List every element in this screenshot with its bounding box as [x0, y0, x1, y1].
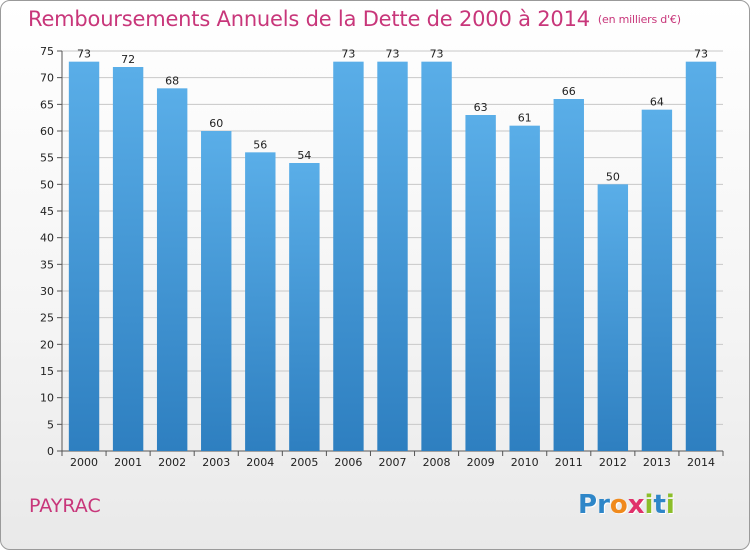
data-label: 61	[518, 112, 532, 125]
bar-2007	[377, 61, 408, 452]
data-label: 60	[209, 117, 223, 130]
x-tick-label: 2005	[290, 456, 318, 469]
y-tick-label: 65	[40, 98, 54, 111]
bar-2004	[245, 152, 276, 452]
x-tick-label: 2002	[158, 456, 186, 469]
x-tick-label: 2000	[70, 456, 98, 469]
logo-letter: t	[653, 490, 666, 520]
chart-title-text: Remboursements Annuels de la Dette de 20…	[28, 7, 590, 31]
data-label: 73	[430, 48, 444, 61]
data-label: 50	[606, 170, 620, 183]
y-tick-label: 0	[47, 445, 54, 458]
y-tick-label: 75	[40, 45, 54, 58]
bar-2011	[553, 99, 584, 451]
y-tick-label: 25	[40, 312, 54, 325]
data-label: 64	[650, 96, 664, 109]
x-tick-label: 2014	[687, 456, 715, 469]
x-tick-label: 2006	[334, 456, 362, 469]
logo-letter: i	[644, 490, 654, 520]
data-label: 73	[694, 48, 708, 61]
logo-letter: P	[578, 490, 598, 520]
x-tick-label: 2012	[599, 456, 627, 469]
bar-2003	[201, 131, 232, 451]
data-label: 63	[474, 101, 488, 114]
x-tick-label: 2004	[246, 456, 274, 469]
bar-2014	[685, 61, 717, 452]
bar-2012	[597, 184, 629, 452]
bar-2001	[112, 67, 144, 451]
data-label: 68	[165, 74, 179, 87]
y-tick-label: 15	[40, 365, 54, 378]
logo-letter: i	[665, 490, 675, 520]
bar-2005	[289, 163, 320, 451]
y-tick-label: 55	[40, 152, 54, 165]
commune-name: PAYRAC	[29, 495, 101, 517]
data-label: 54	[297, 149, 311, 162]
data-label: 66	[562, 85, 576, 98]
bar-2013	[641, 109, 673, 452]
data-label: 56	[253, 138, 267, 151]
logo-letter: o	[609, 490, 628, 520]
chart-unit-label: (en milliers d'€)	[597, 13, 681, 26]
y-tick-label: 10	[40, 392, 54, 405]
x-tick-label: 2010	[511, 456, 539, 469]
y-tick-label: 60	[40, 125, 54, 138]
bar-2010	[509, 125, 540, 452]
y-tick-label: 50	[40, 178, 54, 191]
y-tick-label: 35	[40, 258, 54, 271]
bars	[68, 61, 717, 452]
chart-title: Remboursements Annuels de la Dette de 20…	[28, 7, 681, 31]
bar-2006	[333, 61, 364, 452]
bar-2008	[421, 61, 452, 452]
labels: 0 5 10 15 20 25 30 35 40 45 50 55 60 65 70 75 2000 73 2001…	[40, 45, 715, 469]
x-tick-label: 2001	[114, 456, 142, 469]
y-tick-label: 20	[40, 338, 54, 351]
data-label: 73	[386, 48, 400, 61]
y-tick-label: 5	[47, 418, 54, 431]
bar-2009	[465, 115, 496, 451]
data-label: 72	[121, 53, 135, 66]
bar-2002	[156, 88, 188, 451]
logo-letter: x	[627, 490, 645, 520]
logo-letter: r	[597, 490, 610, 520]
x-tick-label: 2008	[423, 456, 451, 469]
bar-2000	[68, 61, 100, 452]
x-tick-label: 2007	[379, 456, 407, 469]
y-tick-label: 40	[40, 232, 54, 245]
data-label: 73	[77, 48, 91, 61]
x-tick-label: 2003	[202, 456, 230, 469]
y-tick-label: 30	[40, 285, 54, 298]
x-tick-label: 2009	[467, 456, 495, 469]
y-tick-label: 70	[40, 72, 54, 85]
data-label: 73	[341, 48, 355, 61]
x-tick-label: 2011	[555, 456, 583, 469]
y-tick-label: 45	[40, 205, 54, 218]
x-tick-label: 2013	[643, 456, 671, 469]
proxiti-logo: Proxiti	[578, 490, 675, 520]
